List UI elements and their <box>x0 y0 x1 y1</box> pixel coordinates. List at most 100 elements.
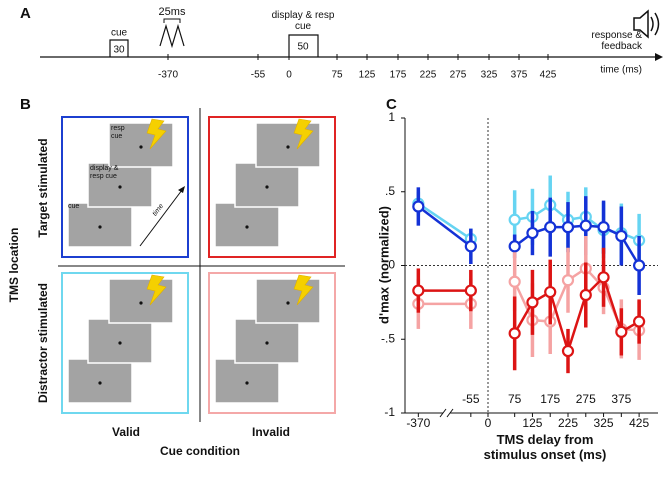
time-tick-label: 375 <box>511 70 528 81</box>
data-point <box>544 285 557 299</box>
panel-label: A <box>20 5 31 22</box>
series-line <box>417 205 472 248</box>
panel-label: C <box>386 96 397 113</box>
y-tick-label: -1 <box>384 405 395 419</box>
col-axis-label: Cue condition <box>160 444 240 458</box>
x-tick-label: 175 <box>540 392 560 406</box>
y-tick-label: -.5 <box>381 331 395 345</box>
fixation <box>139 301 143 305</box>
tms-bracket <box>163 18 181 23</box>
arrow-head <box>655 53 663 61</box>
condition-frame <box>61 116 189 258</box>
data-point <box>544 221 557 234</box>
fixation <box>286 145 290 149</box>
display-label: display & resp cue <box>271 10 335 32</box>
tms-bolt <box>293 274 314 306</box>
data-point <box>508 240 521 253</box>
time-tick-label: 275 <box>450 70 467 81</box>
condition-frame <box>61 272 189 414</box>
condition-frame <box>208 272 336 414</box>
fixation <box>98 381 102 385</box>
tms-bolt <box>146 118 167 150</box>
x-tick-label: 325 <box>594 416 614 430</box>
stimulus-screen <box>255 122 321 168</box>
screen-label: resp cue <box>111 125 125 140</box>
data-point <box>597 271 610 284</box>
data-point <box>561 221 575 234</box>
data-point <box>508 327 521 340</box>
data-point <box>464 240 477 253</box>
stimulus-screen <box>234 162 300 208</box>
time-tick-label: 75 <box>331 70 343 81</box>
fixation <box>265 341 269 345</box>
data-point <box>579 288 592 302</box>
x-axis-label: TMS delay from stimulus onset (ms) <box>483 432 607 462</box>
fixation <box>118 341 122 345</box>
display-pulse <box>288 34 319 57</box>
cue-duration: 30 <box>113 45 125 56</box>
x-tick-label: 275 <box>576 392 596 406</box>
data-point <box>615 325 628 338</box>
fixation <box>98 225 102 229</box>
x-tick-label: 0 <box>485 416 492 430</box>
time-arrow <box>139 189 183 247</box>
cue-pulse <box>109 39 129 57</box>
condition-frame <box>208 116 336 258</box>
response-label: response & feedback <box>591 30 642 52</box>
panel-label: B <box>20 96 31 113</box>
fixation <box>139 145 143 149</box>
data-point <box>561 274 575 287</box>
data-point <box>615 229 628 243</box>
tms-bolt <box>293 118 314 150</box>
data-point <box>508 213 521 226</box>
fixation <box>265 185 269 189</box>
stimulus-screen <box>67 358 133 404</box>
fixation <box>245 381 249 385</box>
display-duration: 50 <box>297 42 309 53</box>
data-point <box>597 221 610 234</box>
series-line <box>417 202 472 240</box>
y-axis-label: d'max (normalized) <box>376 206 391 324</box>
row-label: Target stimulated <box>36 138 50 237</box>
time-tick-label: 0 <box>286 70 292 81</box>
column-label: Valid <box>112 425 140 439</box>
x-tick-label: 125 <box>522 416 542 430</box>
data-point <box>508 275 521 288</box>
x-tick-label: -55 <box>462 392 480 406</box>
data-point <box>464 284 477 297</box>
stimulus-screen <box>108 278 174 324</box>
y-tick-label: .5 <box>385 184 395 198</box>
x-tick-label: 75 <box>508 392 522 406</box>
stimulus-screen <box>234 318 300 364</box>
column-label: Invalid <box>252 425 290 439</box>
time-tick-label: 425 <box>540 70 557 81</box>
fixation <box>118 185 122 189</box>
time-tick-label: 175 <box>390 70 407 81</box>
screen-label: display & resp cue <box>90 165 119 180</box>
stimulus-screen <box>214 202 280 248</box>
data-point <box>526 296 539 309</box>
time-tick-label: 125 <box>359 70 376 81</box>
arrow-head <box>178 186 185 193</box>
y-tick-label: 1 <box>388 110 395 124</box>
fixation <box>286 301 290 305</box>
row-axis-label: TMS location <box>7 228 21 303</box>
speaker-icon <box>633 9 660 39</box>
tms-bolt <box>146 274 167 306</box>
x-tick-label: 225 <box>558 416 578 430</box>
time-tick-label: 325 <box>481 70 498 81</box>
y-tick-label: 0 <box>388 258 395 272</box>
tms-pulse <box>159 23 185 49</box>
fixation <box>245 225 249 229</box>
stimulus-screen <box>214 358 280 404</box>
stimulus-screen <box>87 318 153 364</box>
x-tick-label: 425 <box>629 416 649 430</box>
data-point <box>526 226 539 240</box>
axis-break <box>439 408 454 418</box>
x-tick-label: -370 <box>406 416 430 430</box>
data-point <box>579 219 592 232</box>
time-axis-label: time (ms) <box>600 65 642 76</box>
data-point <box>412 200 425 213</box>
